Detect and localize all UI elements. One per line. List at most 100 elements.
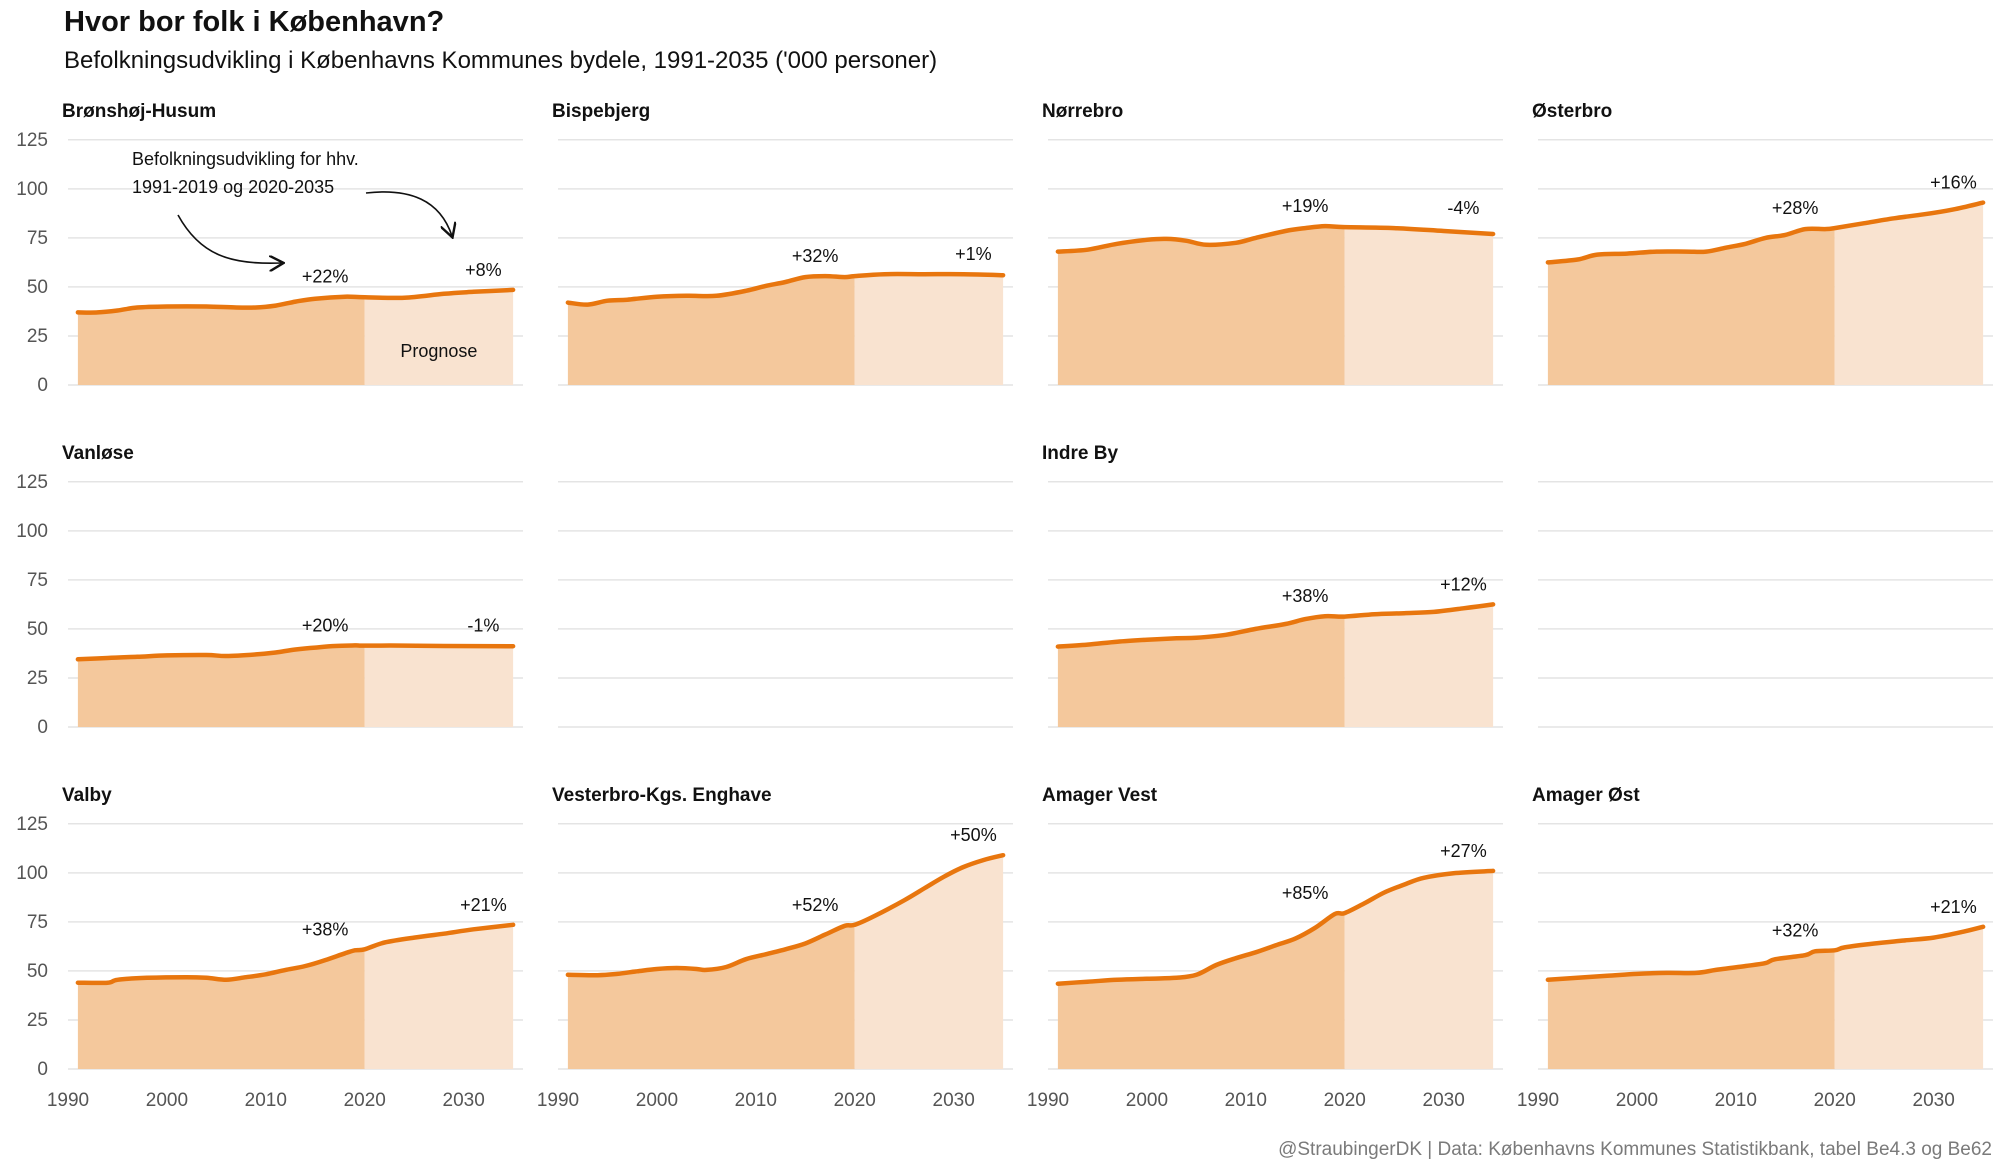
area-forecast bbox=[1344, 227, 1494, 385]
y-tick-label: 50 bbox=[27, 277, 48, 298]
series-line bbox=[1055, 223, 1496, 254]
panel-title: Amager Øst bbox=[1532, 785, 1640, 806]
x-tick-label: 2020 bbox=[344, 1090, 386, 1111]
y-tick-label: 0 bbox=[37, 375, 48, 396]
y-tick-label: 125 bbox=[16, 472, 48, 493]
area-forecast bbox=[1344, 604, 1494, 727]
change-label-2020-2035: +12% bbox=[1440, 574, 1487, 594]
x-tick-label: 1990 bbox=[1027, 1090, 1069, 1111]
source-caption: @StraubingerDK | Data: Københavns Kommun… bbox=[1278, 1139, 1992, 1160]
area-forecast bbox=[364, 924, 514, 1069]
x-tick-label: 2020 bbox=[1814, 1090, 1856, 1111]
chart-title: Hvor bor folk i København? bbox=[64, 6, 445, 38]
series-line bbox=[75, 643, 516, 662]
change-label-2020-2035: +50% bbox=[950, 825, 997, 845]
change-label-2020-2035: -1% bbox=[467, 616, 499, 636]
area-historic bbox=[567, 924, 855, 1069]
panel-title: Nørrebro bbox=[1042, 101, 1123, 122]
x-tick-label: 1990 bbox=[1517, 1090, 1559, 1111]
x-tick-label: 1990 bbox=[47, 1090, 89, 1111]
change-label-2020-2035: +8% bbox=[465, 260, 502, 280]
y-tick-label: 0 bbox=[37, 717, 48, 738]
area-forecast bbox=[1834, 202, 1984, 385]
y-tick-label: 75 bbox=[27, 228, 48, 249]
series-line bbox=[565, 852, 1006, 978]
change-label-2020-2035: +16% bbox=[1930, 173, 1977, 193]
change-label-2020-2035: +1% bbox=[955, 244, 992, 264]
y-tick-label: 125 bbox=[16, 130, 48, 151]
area-historic bbox=[1057, 616, 1345, 727]
x-tick-label: 2020 bbox=[834, 1090, 876, 1111]
panel-title: Indre By bbox=[1042, 443, 1118, 464]
panel-title: Vesterbro-Kgs. Enghave bbox=[552, 785, 772, 806]
change-label-1991-2019: +28% bbox=[1772, 198, 1819, 218]
area-historic bbox=[1057, 913, 1345, 1069]
x-tick-label: 2010 bbox=[735, 1090, 777, 1111]
y-tick-label: 125 bbox=[16, 814, 48, 835]
y-tick-label: 25 bbox=[27, 1010, 48, 1031]
annotation-note-line1: Befolkningsudvikling for hhv. bbox=[132, 149, 359, 169]
y-tick-label: 50 bbox=[27, 961, 48, 982]
area-forecast bbox=[1344, 870, 1494, 1069]
change-label-2020-2035: +21% bbox=[460, 895, 507, 915]
x-tick-label: 1990 bbox=[537, 1090, 579, 1111]
panel-title: Brønshøj-Husum bbox=[62, 101, 216, 122]
change-label-2020-2035: +21% bbox=[1930, 897, 1977, 917]
change-label-1991-2019: +20% bbox=[302, 615, 349, 635]
series-line bbox=[75, 287, 516, 315]
x-tick-label: 2030 bbox=[443, 1090, 485, 1111]
x-tick-label: 2010 bbox=[1715, 1090, 1757, 1111]
series-line bbox=[565, 271, 1006, 307]
x-tick-label: 2030 bbox=[933, 1090, 975, 1111]
y-tick-label: 75 bbox=[27, 912, 48, 933]
area-historic bbox=[1547, 950, 1835, 1069]
y-tick-label: 50 bbox=[27, 619, 48, 640]
panel-title: Bispebjerg bbox=[552, 101, 650, 122]
x-tick-label: 2000 bbox=[636, 1090, 678, 1111]
change-label-2020-2035: -4% bbox=[1447, 198, 1479, 218]
change-label-1991-2019: +52% bbox=[792, 895, 839, 915]
area-forecast bbox=[1834, 926, 1984, 1069]
change-label-1991-2019: +32% bbox=[792, 246, 839, 266]
y-tick-label: 0 bbox=[37, 1059, 48, 1080]
annotation-note-line2: 1991-2019 og 2020-2035 bbox=[132, 177, 334, 197]
panel-title: Amager Vest bbox=[1042, 785, 1158, 806]
x-tick-label: 2000 bbox=[146, 1090, 188, 1111]
y-tick-label: 100 bbox=[16, 863, 48, 884]
panel-title: Østerbro bbox=[1532, 101, 1612, 122]
panel-title: Vanløse bbox=[62, 443, 134, 464]
change-label-1991-2019: +38% bbox=[302, 919, 349, 939]
x-tick-label: 2010 bbox=[1225, 1090, 1267, 1111]
x-tick-label: 2010 bbox=[245, 1090, 287, 1111]
area-historic bbox=[77, 645, 365, 727]
change-label-1991-2019: +22% bbox=[302, 267, 349, 287]
panel-title: Valby bbox=[62, 785, 112, 806]
change-label-1991-2019: +38% bbox=[1282, 586, 1329, 606]
x-tick-label: 2030 bbox=[1423, 1090, 1465, 1111]
series-line bbox=[1545, 200, 1986, 265]
area-historic bbox=[1547, 228, 1835, 385]
area-historic bbox=[1057, 226, 1345, 385]
y-tick-label: 100 bbox=[16, 521, 48, 542]
series-line bbox=[1055, 868, 1496, 986]
x-tick-label: 2020 bbox=[1324, 1090, 1366, 1111]
series-line bbox=[1545, 924, 1986, 983]
area-historic bbox=[77, 949, 365, 1069]
forecast-label: Prognose bbox=[400, 341, 477, 361]
series-line bbox=[1055, 602, 1496, 649]
y-tick-label: 25 bbox=[27, 668, 48, 689]
change-label-1991-2019: +19% bbox=[1282, 196, 1329, 216]
area-forecast bbox=[364, 289, 514, 385]
change-label-1991-2019: +32% bbox=[1772, 920, 1819, 940]
change-label-1991-2019: +85% bbox=[1282, 883, 1329, 903]
x-tick-label: 2000 bbox=[1126, 1090, 1168, 1111]
annotation-arrow-forecast bbox=[365, 191, 452, 236]
annotation-arrow-historic bbox=[177, 214, 282, 263]
y-tick-label: 25 bbox=[27, 326, 48, 347]
area-forecast bbox=[364, 645, 514, 727]
y-tick-label: 100 bbox=[16, 179, 48, 200]
x-tick-label: 2030 bbox=[1913, 1090, 1955, 1111]
series-line bbox=[75, 922, 516, 986]
chart-subtitle: Befolkningsudvikling i Københavns Kommun… bbox=[64, 47, 938, 74]
